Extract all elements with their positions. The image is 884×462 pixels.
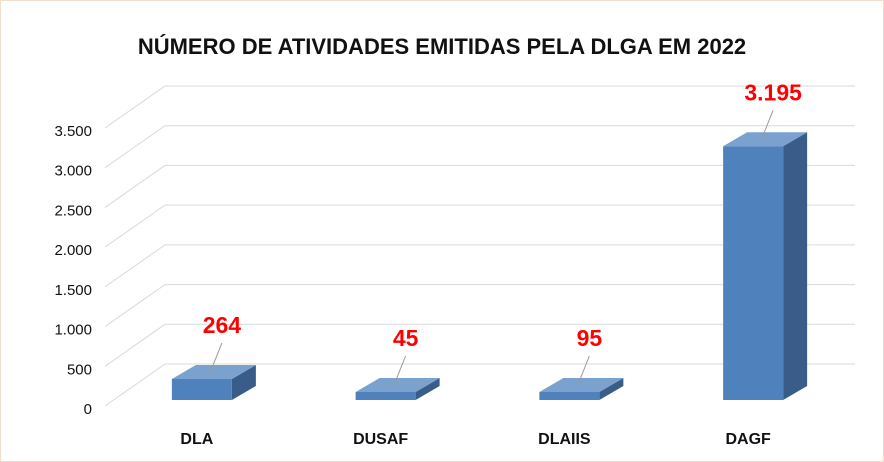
bar-face	[171, 379, 232, 400]
y-tick-label: 3.000	[54, 163, 92, 180]
bar-face	[171, 365, 256, 380]
y-tick-label: 1.000	[54, 322, 92, 339]
bar	[171, 365, 256, 400]
y-tick-label: 500	[67, 361, 92, 378]
x-tick-label: DLAIIS	[538, 431, 591, 448]
bar-face	[783, 132, 808, 400]
y-tick-label: 0	[84, 401, 92, 418]
grid-line	[104, 85, 855, 129]
chart-title: NÚMERO DE ATIVIDADES EMITIDAS PELA DLGA …	[138, 34, 746, 59]
grid-line	[104, 363, 855, 407]
bar-face	[231, 365, 256, 400]
bar-face	[723, 132, 808, 147]
y-tick-label: 1.500	[54, 282, 92, 299]
grid-line	[104, 244, 855, 288]
data-label: 95	[577, 325, 603, 351]
leader-line	[760, 110, 774, 141]
y-tick-label: 3.500	[54, 123, 92, 140]
bar-face	[539, 392, 600, 400]
bar	[355, 378, 440, 400]
bar-face	[539, 378, 624, 392]
data-label: 45	[393, 325, 419, 351]
grid-line	[104, 204, 855, 248]
bar-face	[723, 146, 784, 400]
y-tick-label: 2.500	[54, 202, 92, 219]
leader-line	[393, 355, 407, 387]
x-tick-label: DLA	[180, 431, 213, 448]
bar-face	[599, 378, 624, 400]
grid-line	[104, 164, 855, 208]
bar	[723, 132, 808, 400]
grid-line	[104, 125, 855, 169]
bar-face	[415, 378, 440, 400]
leader-line	[209, 342, 223, 374]
x-tick-label: DUSAF	[353, 431, 408, 448]
bar-face	[355, 392, 416, 400]
data-label: 264	[203, 312, 242, 338]
bar	[539, 378, 624, 400]
grid-line	[104, 284, 855, 327]
leader-line	[576, 355, 590, 387]
data-label: 3.195	[744, 79, 802, 105]
y-tick-label: 2.000	[54, 242, 92, 259]
x-tick-label: DAGF	[725, 431, 771, 448]
bar-face	[355, 378, 440, 392]
grid-line	[104, 323, 855, 367]
